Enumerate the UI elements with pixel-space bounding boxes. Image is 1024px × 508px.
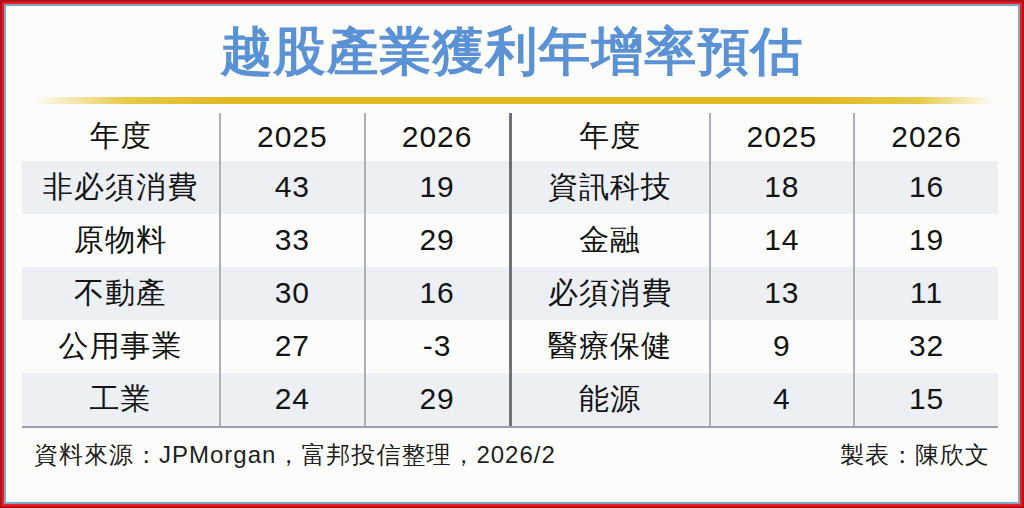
value-cell-2026: 32 [853,320,998,373]
table-row: 能源 4 15 [512,373,999,426]
table-row: 金融 14 19 [512,214,999,267]
credit-note: 製表：陳欣文 [840,439,990,471]
table-row: 不動產 30 16 [22,267,509,320]
gold-divider-rule [32,97,994,104]
value-cell-2026: 16 [364,267,509,320]
content-panel: 越股產業獲利年增率預估 年度 2025 2026 非必須消費 43 19 原物料… [4,4,1020,504]
table-header-row: 年度 2025 2026 [22,113,509,161]
category-cell: 非必須消費 [22,161,219,214]
category-cell: 資訊科技 [512,161,709,214]
header-year: 年度 [22,113,219,161]
category-cell: 必須消費 [512,267,709,320]
header-2025: 2025 [709,113,854,161]
header-2025: 2025 [219,113,364,161]
category-cell: 原物料 [22,214,219,267]
table-row: 醫療保健 9 32 [512,320,999,373]
value-cell-2026: 15 [853,373,998,426]
data-tables-container: 年度 2025 2026 非必須消費 43 19 原物料 33 29 不動產 3… [22,113,998,428]
table-row: 工業 24 29 [22,373,509,426]
value-cell-2026: -3 [364,320,509,373]
table-row: 公用事業 27 -3 [22,320,509,373]
value-cell-2026: 19 [853,214,998,267]
value-cell-2025: 27 [219,320,364,373]
value-cell-2025: 4 [709,373,854,426]
right-table: 年度 2025 2026 資訊科技 18 16 金融 14 19 必須消費 13 [512,113,999,426]
header-2026: 2026 [853,113,998,161]
table-header-row: 年度 2025 2026 [512,113,999,161]
table-row: 原物料 33 29 [22,214,509,267]
value-cell-2026: 29 [364,214,509,267]
value-cell-2025: 24 [219,373,364,426]
header-year: 年度 [512,113,709,161]
value-cell-2026: 16 [853,161,998,214]
category-cell: 金融 [512,214,709,267]
table-row: 非必須消費 43 19 [22,161,509,214]
value-cell-2026: 29 [364,373,509,426]
footer: 資料來源：JPMorgan，富邦投信整理，2026/2 製表：陳欣文 [34,439,990,471]
source-note: 資料來源：JPMorgan，富邦投信整理，2026/2 [34,439,556,471]
category-cell: 醫療保健 [512,320,709,373]
value-cell-2025: 30 [219,267,364,320]
red-outer-frame: 越股產業獲利年增率預估 年度 2025 2026 非必須消費 43 19 原物料… [0,0,1024,508]
category-cell: 不動產 [22,267,219,320]
left-table: 年度 2025 2026 非必須消費 43 19 原物料 33 29 不動產 3… [22,113,509,426]
value-cell-2025: 33 [219,214,364,267]
value-cell-2025: 14 [709,214,854,267]
table-row: 必須消費 13 11 [512,267,999,320]
value-cell-2026: 19 [364,161,509,214]
page-title: 越股產業獲利年增率預估 [6,22,1018,82]
value-cell-2025: 13 [709,267,854,320]
category-cell: 工業 [22,373,219,426]
header-2026: 2026 [364,113,509,161]
value-cell-2025: 18 [709,161,854,214]
category-cell: 能源 [512,373,709,426]
table-row: 資訊科技 18 16 [512,161,999,214]
value-cell-2025: 9 [709,320,854,373]
category-cell: 公用事業 [22,320,219,373]
value-cell-2026: 11 [853,267,998,320]
value-cell-2025: 43 [219,161,364,214]
